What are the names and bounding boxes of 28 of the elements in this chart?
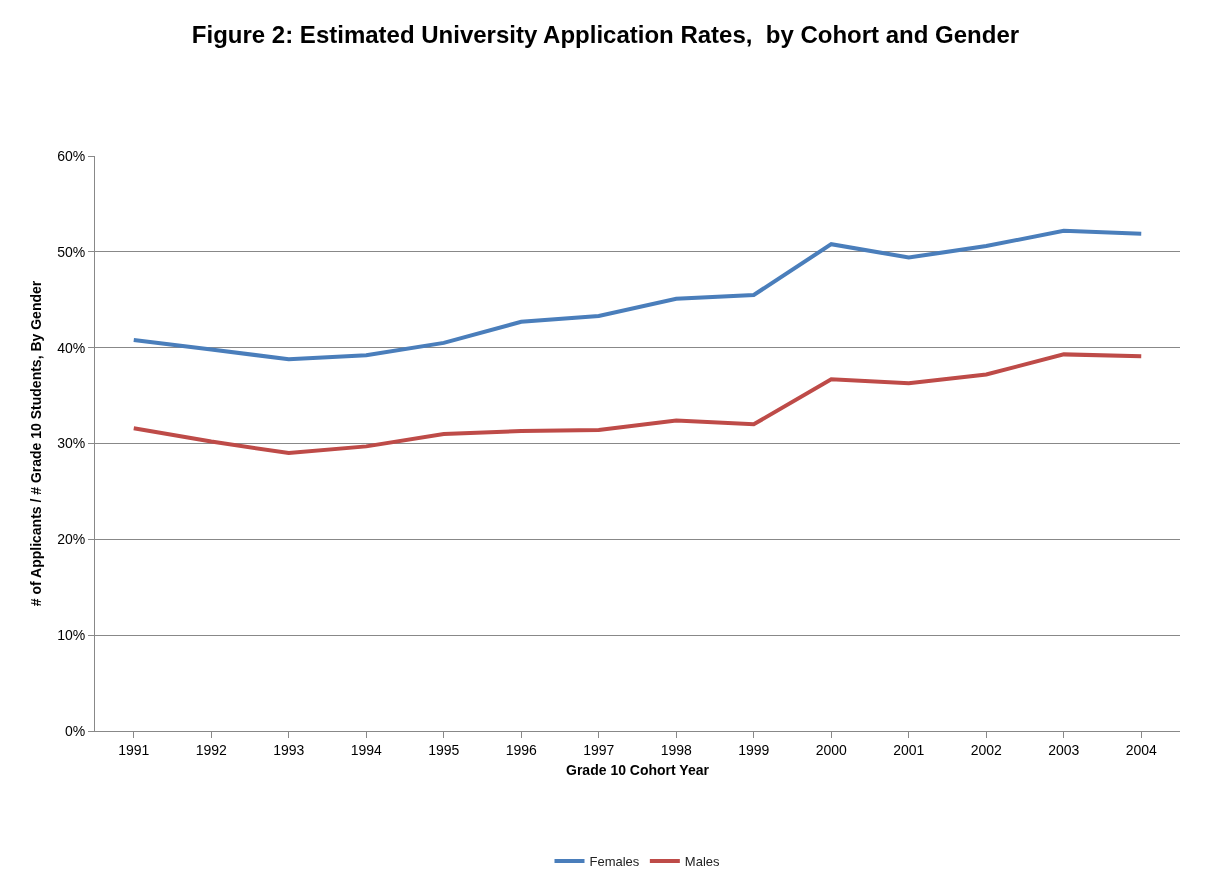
y-tick-label: 50% — [57, 243, 86, 260]
y-tick-label: 10% — [57, 627, 86, 644]
x-tick-label: 1992 — [195, 741, 228, 758]
x-tick-label: 2001 — [893, 741, 925, 758]
x-tick-label: 1995 — [428, 741, 460, 758]
chart-title: Figure 2: Estimated University Application Rates, by Cohort and Gender — [191, 21, 1020, 49]
x-tick-label: 2002 — [970, 741, 1003, 758]
x-tick-label: 2004 — [1125, 741, 1158, 758]
x-tick-label: 1998 — [660, 741, 693, 758]
legend-label: Females — [589, 854, 640, 870]
y-tick-label: 20% — [57, 531, 86, 548]
x-tick-label: 1996 — [505, 741, 538, 758]
x-tick-label: 1997 — [583, 741, 615, 758]
y-tick-label: 0% — [64, 722, 86, 739]
x-tick-label: 1993 — [273, 741, 305, 758]
y-tick-label: 40% — [57, 339, 86, 356]
x-tick-label: 2000 — [815, 741, 848, 758]
line-series — [131, 228, 1144, 362]
y-axis-title: # of Applicants / # Grade 10 Students, By Gender — [27, 280, 44, 607]
x-tick-label: 1994 — [350, 741, 383, 758]
y-tick-label: 60% — [57, 147, 86, 164]
line-series — [131, 352, 1144, 456]
y-tick-label: 30% — [57, 435, 86, 452]
legend-label: Males — [684, 854, 721, 870]
x-tick-label: 1999 — [738, 741, 770, 758]
x-tick-label: 1991 — [118, 741, 150, 758]
x-axis-title: Grade 10 Cohort Year — [566, 762, 710, 779]
x-tick-label: 2003 — [1048, 741, 1080, 758]
